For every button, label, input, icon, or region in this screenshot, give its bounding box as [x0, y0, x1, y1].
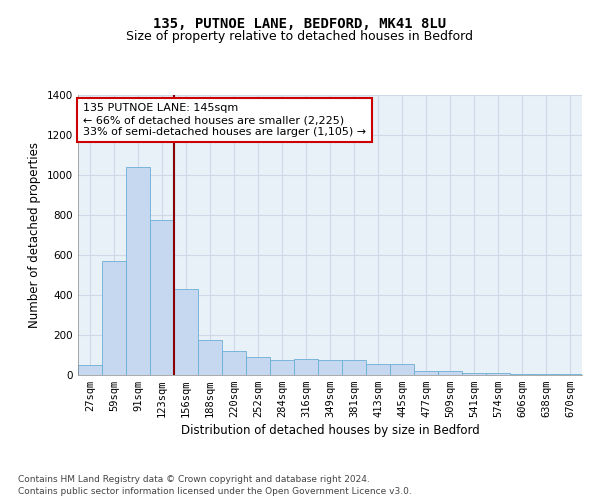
- Bar: [558, 374, 582, 375]
- Bar: [486, 373, 510, 375]
- Bar: [438, 371, 462, 375]
- Bar: [198, 340, 222, 375]
- Bar: [390, 364, 414, 375]
- Bar: [78, 365, 102, 375]
- Text: Contains public sector information licensed under the Open Government Licence v3: Contains public sector information licen…: [18, 487, 412, 496]
- Bar: [414, 371, 438, 375]
- Bar: [150, 220, 174, 375]
- Bar: [462, 373, 486, 375]
- Bar: [102, 261, 126, 375]
- Bar: [318, 360, 342, 375]
- Text: 135 PUTNOE LANE: 145sqm
← 66% of detached houses are smaller (2,225)
33% of semi: 135 PUTNOE LANE: 145sqm ← 66% of detache…: [83, 104, 366, 136]
- Bar: [510, 374, 534, 375]
- Bar: [366, 364, 390, 375]
- Bar: [246, 357, 270, 375]
- Bar: [342, 360, 366, 375]
- Bar: [174, 289, 198, 375]
- Text: Contains HM Land Registry data © Crown copyright and database right 2024.: Contains HM Land Registry data © Crown c…: [18, 475, 370, 484]
- Bar: [222, 351, 246, 375]
- Bar: [294, 359, 318, 375]
- Bar: [270, 360, 294, 375]
- Text: 135, PUTNOE LANE, BEDFORD, MK41 8LU: 135, PUTNOE LANE, BEDFORD, MK41 8LU: [154, 18, 446, 32]
- X-axis label: Distribution of detached houses by size in Bedford: Distribution of detached houses by size …: [181, 424, 479, 438]
- Bar: [126, 167, 150, 375]
- Bar: [534, 374, 558, 375]
- Y-axis label: Number of detached properties: Number of detached properties: [28, 142, 41, 328]
- Text: Size of property relative to detached houses in Bedford: Size of property relative to detached ho…: [127, 30, 473, 43]
